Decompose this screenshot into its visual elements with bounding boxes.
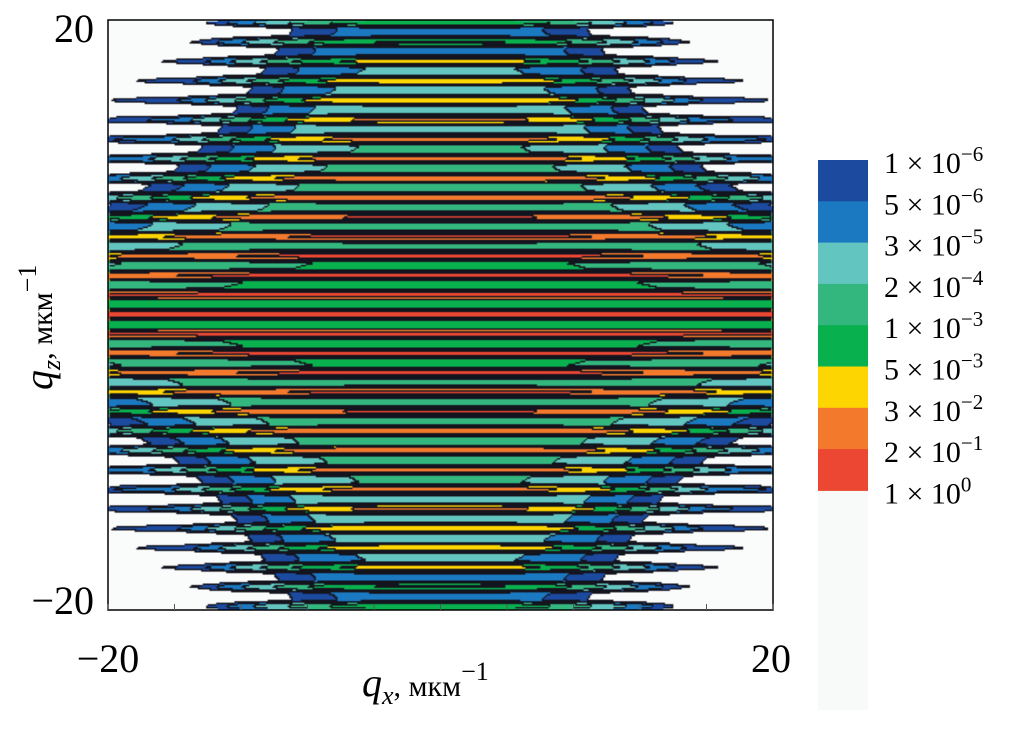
x-axis-sub: x <box>381 681 394 710</box>
y-axis-sup: −1 <box>13 265 42 293</box>
legend-swatch <box>818 283 868 326</box>
legend-swatch <box>818 325 868 367</box>
legend-label: 3 × 10−5 <box>884 225 983 263</box>
legend-swatch <box>818 201 868 244</box>
legend-swatch <box>818 366 868 409</box>
legend-exponent: 0 <box>961 472 972 496</box>
y-tick-label: 20 <box>54 6 94 51</box>
legend-exponent: −2 <box>961 390 983 414</box>
legend-label: 1 × 10−3 <box>884 307 983 345</box>
legend-swatch <box>818 160 868 202</box>
legend-label: 2 × 10−4 <box>884 266 984 304</box>
legend-mantissa: 5 × 10 <box>884 354 961 387</box>
x-minor-ticks <box>107 604 774 610</box>
legend-label: 5 × 10−6 <box>884 183 983 221</box>
legend-label: 3 × 10−2 <box>884 390 983 428</box>
legend-exponent: −4 <box>961 266 984 290</box>
legend-mantissa: 5 × 10 <box>884 188 961 221</box>
legend-fade-strip <box>818 490 868 710</box>
x-axis-var: q <box>362 660 382 705</box>
legend-mantissa: 3 × 10 <box>884 395 961 428</box>
legend-label: 1 × 100 <box>884 472 971 510</box>
legend-swatch <box>818 407 868 450</box>
legend-mantissa: 2 × 10 <box>884 436 961 469</box>
legend-mantissa: 1 × 10 <box>884 312 961 345</box>
legend-mantissa: 2 × 10 <box>884 271 961 304</box>
x-axis-sup: −1 <box>461 657 489 686</box>
y-axis-unit: , мкм <box>26 292 59 360</box>
legend-swatch <box>818 242 868 285</box>
contour-field <box>108 20 773 610</box>
x-tick-label: 20 <box>751 636 791 681</box>
legend-exponent: −6 <box>961 183 983 207</box>
y-tick-label: −20 <box>31 578 94 623</box>
legend-mantissa: 1 × 10 <box>884 147 961 180</box>
legend-exponent: −5 <box>961 225 983 249</box>
y-axis-sub: z <box>37 360 66 371</box>
legend-mantissa: 1 × 10 <box>884 477 961 510</box>
legend-label: 2 × 10−1 <box>884 431 983 469</box>
y-axis-label: qz, мкм−1 <box>13 265 66 390</box>
legend-swatch <box>818 449 868 491</box>
legend-exponent: −1 <box>961 431 983 455</box>
legend-exponent: −3 <box>961 349 983 373</box>
x-tick-label: −20 <box>77 636 140 681</box>
legend-label: 5 × 10−3 <box>884 349 983 387</box>
legend-exponent: −3 <box>961 307 983 331</box>
y-axis-var: q <box>16 370 61 390</box>
legend-exponent: −6 <box>961 142 983 166</box>
legend: 1 × 10−65 × 10−63 × 10−52 × 10−41 × 10−3… <box>818 142 984 510</box>
x-axis-unit: , мкм <box>394 670 462 703</box>
legend-label: 1 × 10−6 <box>884 142 983 180</box>
contour-layer <box>108 20 773 610</box>
x-axis-label: qx, мкм−1 <box>362 657 489 710</box>
legend-mantissa: 3 × 10 <box>884 230 961 263</box>
